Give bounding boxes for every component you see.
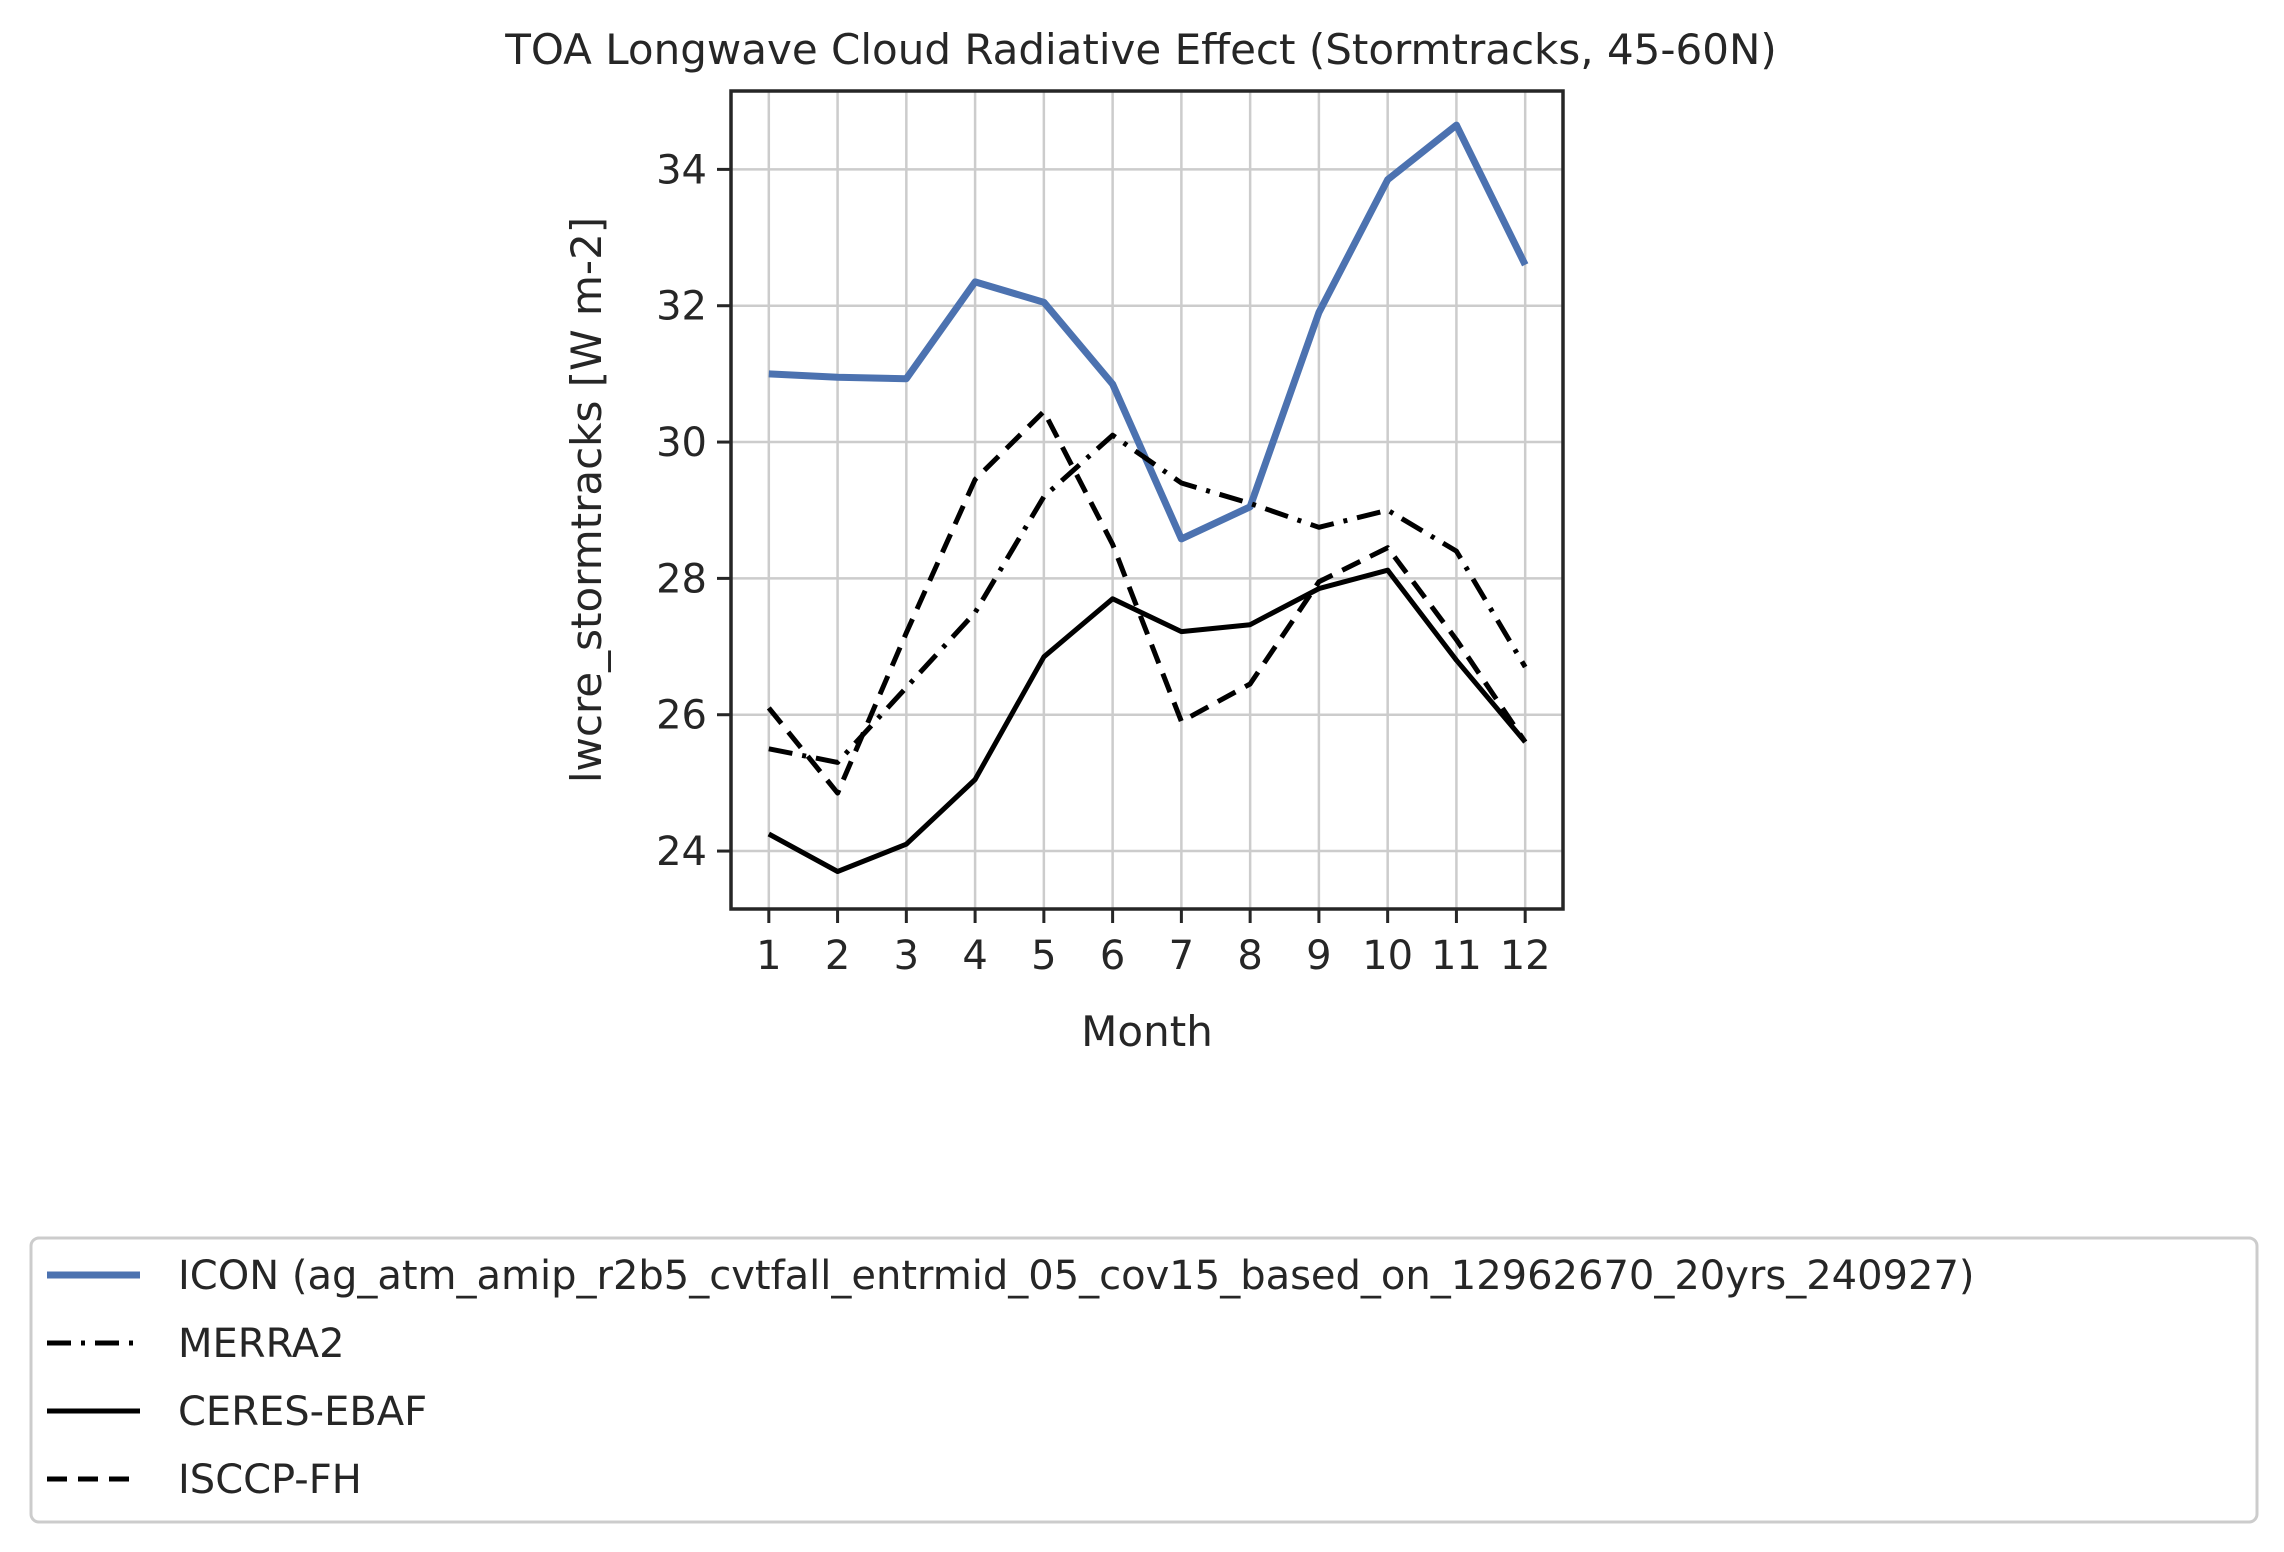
- legend-label-0: ICON (ag_atm_amip_r2b5_cvtfall_entrmid_0…: [178, 1253, 1975, 1299]
- legend-label-2: CERES-EBAF: [178, 1389, 427, 1435]
- series-line-0: [768, 121, 1529, 543]
- x-axis-ticks: 1 2 3 4 5 6 7 8 9 10 11 12: [756, 909, 1551, 979]
- grid: [731, 91, 1563, 909]
- x-tick-label: 5: [1031, 933, 1056, 979]
- x-tick-label: 10: [1362, 933, 1413, 979]
- y-axis-label: lwcre_stormtracks [W m-2]: [562, 217, 611, 783]
- legend: ICON (ag_atm_amip_r2b5_cvtfall_entrmid_0…: [47, 1253, 1975, 1503]
- x-tick-label: 6: [1100, 933, 1125, 979]
- y-tick-label: 30: [656, 420, 707, 466]
- x-tick-label: 9: [1306, 933, 1331, 979]
- chart-title: TOA Longwave Cloud Radiative Effect (Sto…: [504, 25, 1777, 74]
- legend-box: [29, 1236, 2259, 1524]
- x-tick-label: 8: [1237, 933, 1262, 979]
- x-tick-label: 3: [894, 933, 919, 979]
- legend-label-1: MERRA2: [178, 1321, 345, 1367]
- legend-label-3: ISCCP-FH: [178, 1457, 362, 1503]
- x-axis-label: Month: [1081, 1007, 1213, 1056]
- x-tick-label: 1: [756, 933, 781, 979]
- plot-frame: [729, 89, 1565, 911]
- x-tick-label: 2: [825, 933, 850, 979]
- series-line-3: [766, 408, 1528, 796]
- y-axis-ticks: 24 26 28 30 32 34: [656, 147, 731, 875]
- y-tick-label: 28: [656, 556, 707, 602]
- y-tick-label: 34: [656, 147, 707, 193]
- x-tick-label: 4: [962, 933, 987, 979]
- y-tick-label: 32: [656, 284, 707, 330]
- x-tick-label: 12: [1500, 933, 1551, 979]
- y-tick-label: 24: [656, 829, 707, 875]
- series-lines: [766, 121, 1529, 874]
- x-tick-label: 11: [1431, 933, 1482, 979]
- y-tick-label: 26: [656, 693, 707, 739]
- series-line-2: [767, 567, 1528, 874]
- series-line-1: [768, 432, 1528, 765]
- x-tick-label: 7: [1169, 933, 1194, 979]
